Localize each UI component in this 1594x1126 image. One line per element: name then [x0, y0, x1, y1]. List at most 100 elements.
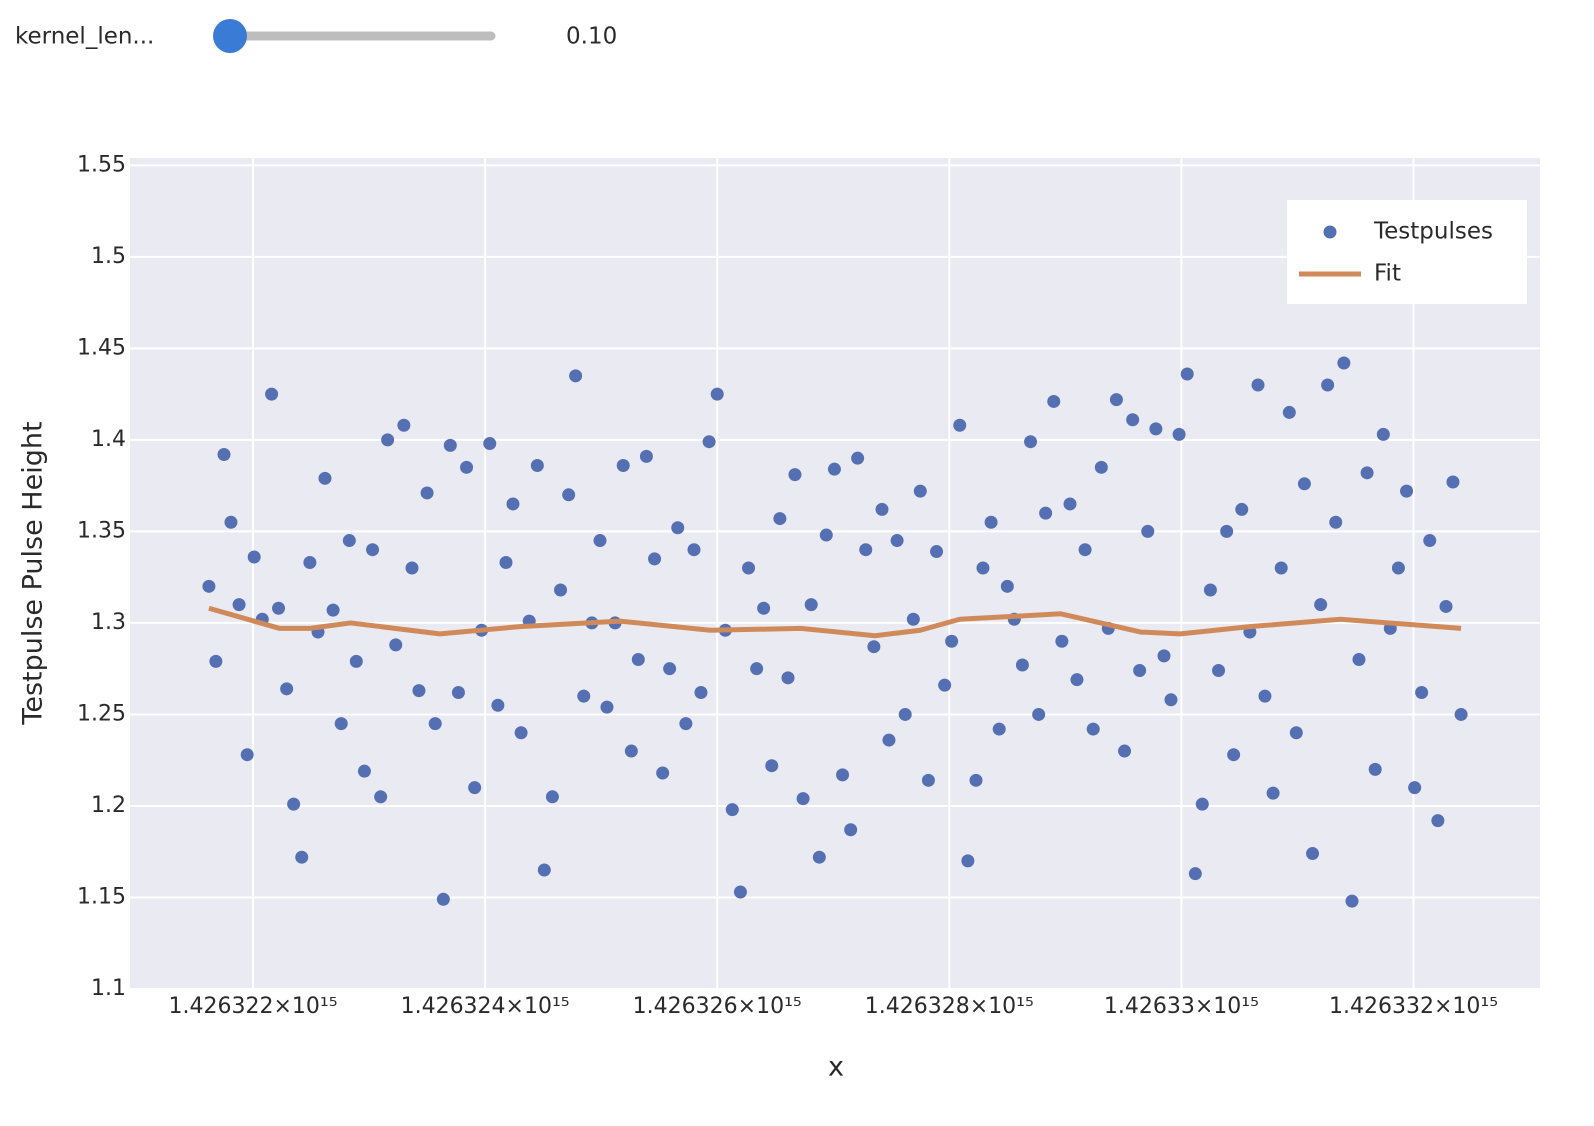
- data-point: [648, 552, 662, 566]
- data-point: [1118, 744, 1132, 758]
- data-point: [1015, 658, 1029, 672]
- data-point: [593, 534, 607, 548]
- data-point: [961, 854, 975, 868]
- data-point: [1431, 814, 1445, 828]
- data-point: [1391, 561, 1405, 575]
- data-point: [1415, 685, 1429, 699]
- data-point: [577, 689, 591, 703]
- data-point: [1109, 393, 1123, 407]
- data-point: [374, 790, 388, 804]
- data-point: [202, 579, 216, 593]
- data-point: [217, 448, 231, 462]
- data-point: [656, 766, 670, 780]
- data-point: [663, 662, 677, 676]
- data-point: [1212, 664, 1226, 678]
- data-point: [1157, 649, 1171, 663]
- data-point: [969, 773, 983, 787]
- data-point: [694, 685, 708, 699]
- y-tick-label: 1.3: [91, 610, 126, 635]
- data-point: [1439, 599, 1453, 613]
- data-point: [1149, 422, 1163, 436]
- data-point: [491, 698, 505, 712]
- data-point: [295, 850, 309, 864]
- data-point: [671, 521, 685, 535]
- legend-label: Fit: [1374, 261, 1401, 287]
- data-point: [1352, 653, 1366, 667]
- data-point: [428, 717, 442, 731]
- data-point: [1133, 664, 1147, 678]
- x-axis-title: x: [828, 1052, 844, 1083]
- data-point: [468, 781, 482, 795]
- data-point: [1047, 394, 1061, 408]
- data-point: [1063, 497, 1077, 511]
- data-point: [1203, 583, 1217, 597]
- data-point: [405, 561, 419, 575]
- data-point: [420, 486, 434, 500]
- data-point: [898, 707, 912, 721]
- data-point: [209, 654, 223, 668]
- data-point: [725, 803, 739, 817]
- data-point: [679, 717, 693, 731]
- data-point: [1345, 894, 1359, 908]
- data-point: [1321, 378, 1335, 392]
- data-point: [483, 437, 497, 451]
- data-point: [1055, 634, 1069, 648]
- y-tick-label: 1.45: [77, 335, 126, 360]
- data-point: [921, 773, 935, 787]
- data-point: [1360, 466, 1374, 480]
- data-point: [819, 528, 833, 542]
- x-tick-label: 1.426328×10¹⁵: [865, 994, 1034, 1019]
- data-point: [451, 685, 465, 699]
- data-point: [1314, 598, 1328, 612]
- data-point: [765, 759, 779, 773]
- data-point: [875, 502, 889, 516]
- data-point: [1094, 460, 1108, 474]
- data-point: [1235, 502, 1249, 516]
- data-point: [1078, 543, 1092, 557]
- data-point: [1297, 477, 1311, 491]
- y-tick-label: 1.5: [91, 244, 126, 269]
- data-point: [913, 484, 927, 498]
- data-point: [945, 634, 959, 648]
- data-point: [334, 717, 348, 731]
- data-point: [976, 561, 990, 575]
- data-point: [1172, 427, 1186, 441]
- data-point: [1024, 435, 1038, 449]
- data-point: [984, 515, 998, 529]
- data-point: [545, 790, 559, 804]
- data-point: [1446, 475, 1460, 489]
- data-point: [1180, 367, 1194, 381]
- slider-knob[interactable]: [213, 19, 247, 53]
- data-point: [1266, 786, 1280, 800]
- data-point: [357, 764, 371, 778]
- data-point: [1251, 378, 1265, 392]
- data-point: [1376, 427, 1390, 441]
- data-point: [710, 387, 724, 401]
- data-point: [836, 768, 850, 782]
- data-point: [827, 462, 841, 476]
- data-point: [890, 534, 904, 548]
- data-point: [882, 733, 896, 747]
- y-axis-title: Testpulse Pulse Height: [18, 421, 49, 725]
- data-point: [499, 556, 513, 570]
- data-point: [1000, 579, 1014, 593]
- data-point: [240, 748, 254, 762]
- data-point: [781, 671, 795, 685]
- data-point: [1329, 515, 1343, 529]
- data-point: [514, 726, 528, 740]
- data-point: [1126, 413, 1140, 427]
- data-point: [224, 515, 238, 529]
- slider-value: 0.10: [566, 24, 617, 50]
- data-point: [788, 468, 802, 482]
- fit-line: [208, 605, 1462, 639]
- data-point: [342, 534, 356, 548]
- data-point: [1423, 534, 1437, 548]
- legend-box: [1287, 200, 1527, 304]
- data-point: [562, 488, 576, 502]
- data-point: [349, 654, 363, 668]
- data-point: [1400, 484, 1414, 498]
- x-tick-label: 1.426322×10¹⁵: [168, 994, 337, 1019]
- data-point: [1454, 707, 1468, 721]
- data-point: [1289, 726, 1303, 740]
